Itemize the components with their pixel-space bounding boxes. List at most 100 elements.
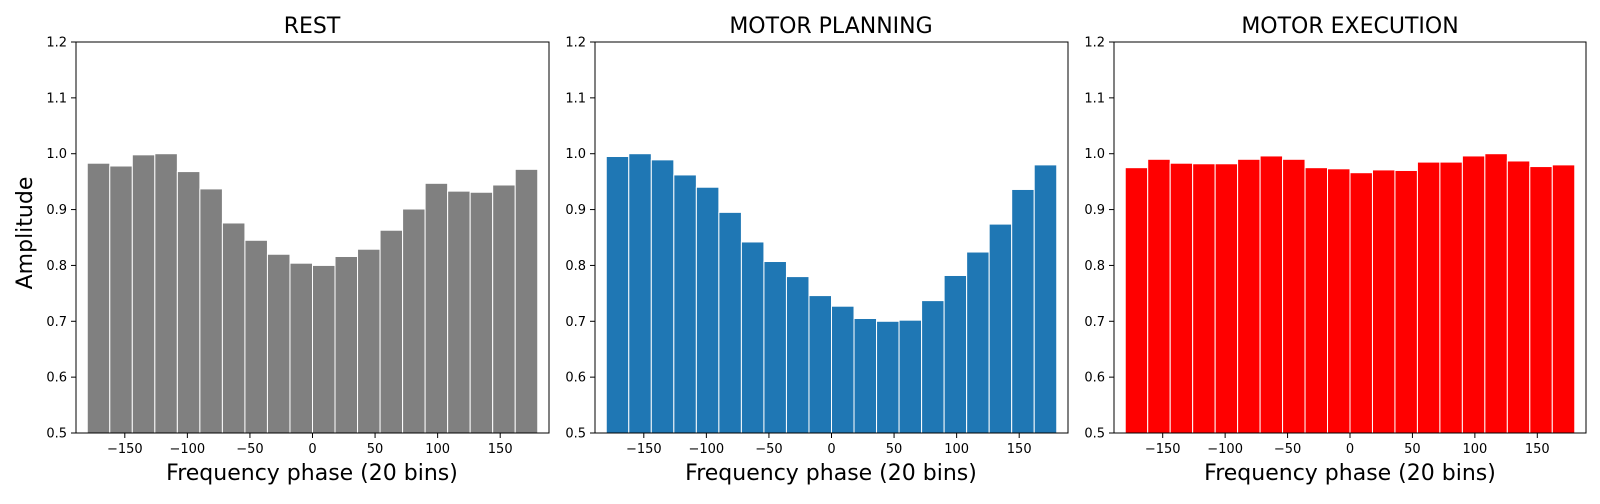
y-tick-label: 0.8 bbox=[1084, 259, 1105, 274]
x-tick-label: 150 bbox=[488, 442, 513, 457]
bar bbox=[808, 295, 833, 434]
bar bbox=[1327, 168, 1351, 434]
x-tick-label: −100 bbox=[1207, 442, 1243, 457]
y-tick-label: 1.2 bbox=[1084, 36, 1105, 51]
y-tick-label: 0.9 bbox=[46, 203, 67, 218]
bar bbox=[154, 153, 178, 434]
y-tick-label: 0.7 bbox=[1084, 315, 1105, 330]
bar bbox=[1304, 167, 1329, 434]
bar bbox=[492, 184, 516, 434]
x-tick-label: 100 bbox=[944, 442, 969, 457]
y-tick-label: 1.0 bbox=[565, 147, 586, 162]
bar bbox=[1214, 163, 1239, 434]
y-tick-label: 1.2 bbox=[46, 36, 67, 51]
panel-rest: REST Frequency phase (20 bins) 0.5 0.6 0.7… bbox=[46, 14, 550, 486]
bar bbox=[1484, 153, 1508, 434]
y-tick-label: 0.8 bbox=[565, 259, 586, 274]
x-tick-label: −100 bbox=[170, 442, 206, 457]
bars bbox=[605, 153, 1058, 434]
panel-title: REST bbox=[284, 14, 341, 39]
x-axis-label: Frequency phase (20 bins) bbox=[166, 461, 458, 486]
panel-title: MOTOR EXECUTION bbox=[1241, 14, 1458, 39]
x-tick-label: 150 bbox=[1525, 442, 1550, 457]
bar bbox=[334, 255, 359, 434]
x-tick-label: 0 bbox=[308, 442, 316, 457]
bar bbox=[221, 222, 246, 434]
bar bbox=[469, 191, 494, 434]
x-tick-label: 50 bbox=[886, 442, 903, 457]
x-tick-label: 0 bbox=[1346, 442, 1354, 457]
bar bbox=[86, 162, 111, 434]
y-tick-label: 0.9 bbox=[1084, 203, 1105, 218]
bar bbox=[176, 171, 201, 434]
y-tick-label: 0.7 bbox=[46, 315, 67, 330]
bar bbox=[1011, 188, 1035, 434]
bar bbox=[673, 174, 697, 434]
bar bbox=[1506, 160, 1531, 434]
x-axis-label: Frequency phase (20 bins) bbox=[685, 461, 977, 486]
bar bbox=[312, 264, 336, 434]
bar bbox=[853, 317, 878, 434]
y-tick-label: 0.5 bbox=[46, 427, 67, 442]
bar bbox=[199, 188, 223, 434]
x-tick-label: −150 bbox=[626, 442, 662, 457]
bar bbox=[289, 262, 314, 434]
y-tick-label: 0.6 bbox=[565, 371, 586, 386]
panel-title: MOTOR PLANNING bbox=[729, 14, 932, 39]
y-tick-label: 0.8 bbox=[46, 259, 67, 274]
x-tick-label: 0 bbox=[827, 442, 835, 457]
bar bbox=[1394, 169, 1418, 434]
bar bbox=[357, 248, 381, 434]
bar bbox=[1282, 158, 1306, 434]
bar bbox=[695, 186, 720, 434]
bar bbox=[402, 208, 426, 434]
bar bbox=[1371, 169, 1396, 434]
bar bbox=[379, 229, 404, 434]
y-tick-label: 1.1 bbox=[46, 91, 67, 106]
x-tick-label: 50 bbox=[367, 442, 384, 457]
bar bbox=[605, 156, 630, 434]
figure-ylabel: Amplitude bbox=[13, 177, 38, 290]
bar bbox=[1529, 166, 1553, 434]
bar bbox=[424, 182, 449, 434]
x-tick-label: 150 bbox=[1007, 442, 1032, 457]
bar bbox=[943, 274, 968, 434]
y-tick-label: 1.1 bbox=[1084, 91, 1105, 106]
bar bbox=[628, 153, 652, 434]
bar bbox=[1237, 158, 1261, 434]
bar bbox=[1124, 167, 1149, 434]
bar bbox=[1033, 164, 1058, 434]
bar bbox=[514, 168, 539, 434]
bar bbox=[718, 211, 742, 434]
bar bbox=[763, 261, 787, 434]
y-tick-label: 0.6 bbox=[46, 371, 67, 386]
y-tick-label: 1.2 bbox=[565, 36, 586, 51]
y-tick-label: 1.0 bbox=[1084, 147, 1105, 162]
bar bbox=[266, 253, 291, 434]
x-tick-label: 50 bbox=[1404, 442, 1421, 457]
bar bbox=[650, 159, 675, 434]
y-tick-label: 1.0 bbox=[46, 147, 67, 162]
bar bbox=[1439, 161, 1463, 434]
bar bbox=[898, 319, 923, 434]
bar bbox=[831, 305, 855, 434]
x-tick-label: −50 bbox=[755, 442, 782, 457]
y-tick-label: 0.7 bbox=[565, 315, 586, 330]
bar bbox=[1169, 162, 1194, 434]
bars bbox=[1124, 153, 1576, 434]
bar bbox=[1349, 172, 1373, 434]
y-tick-label: 0.6 bbox=[1084, 371, 1105, 386]
bar bbox=[1259, 155, 1284, 434]
bar bbox=[921, 300, 945, 434]
x-tick-label: −150 bbox=[1145, 442, 1181, 457]
bar bbox=[740, 241, 765, 434]
bar bbox=[131, 154, 156, 434]
y-tick-label: 0.5 bbox=[565, 427, 586, 442]
bar bbox=[876, 320, 900, 434]
bar bbox=[109, 165, 133, 434]
x-tick-label: −100 bbox=[689, 442, 725, 457]
bar bbox=[1192, 163, 1216, 434]
x-tick-label: 100 bbox=[425, 442, 450, 457]
